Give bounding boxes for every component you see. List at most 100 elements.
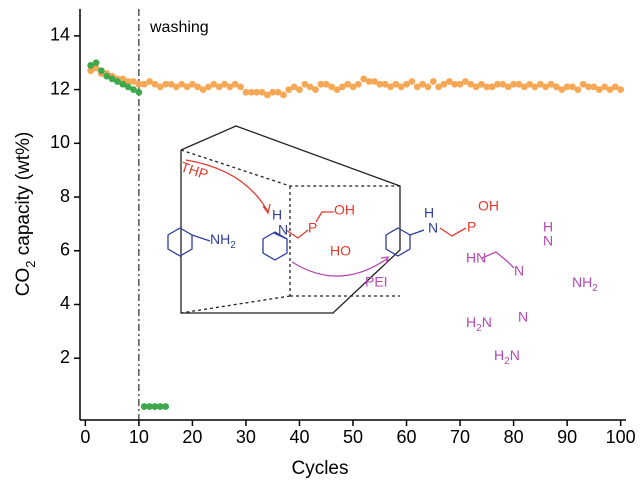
point (92, 59, 100, 67)
y-label-tail: capacity (wt%) (13, 132, 34, 261)
point (408, 78, 416, 85)
label: HN (466, 250, 486, 266)
y-tick-label: 4 (60, 293, 70, 313)
point (210, 80, 218, 88)
point (140, 403, 148, 410)
point (296, 86, 303, 93)
label: H (543, 219, 553, 235)
point (258, 88, 266, 96)
point (617, 86, 625, 93)
arrow (291, 257, 389, 277)
point (221, 80, 228, 88)
bond (409, 229, 425, 236)
point (317, 80, 325, 88)
label: H2N (494, 347, 520, 367)
point (103, 72, 111, 80)
point (472, 83, 480, 91)
inset-scheme (167, 125, 515, 314)
point (515, 80, 523, 88)
point (162, 80, 170, 88)
label-sub: 2 (592, 283, 598, 294)
point (231, 80, 239, 88)
point (189, 80, 196, 88)
point (558, 86, 566, 93)
y-tick-label: 6 (60, 240, 70, 260)
bond (273, 232, 288, 240)
point (429, 78, 437, 85)
point (178, 80, 186, 88)
point (553, 83, 560, 91)
x-tick-label: 80 (504, 427, 524, 447)
point (328, 83, 335, 91)
point (108, 75, 116, 83)
point (488, 83, 496, 91)
point (499, 80, 507, 88)
point (397, 83, 405, 91)
label: OH (478, 198, 499, 214)
point (419, 80, 426, 88)
label: NH2 (210, 231, 236, 251)
point (114, 78, 121, 85)
point (494, 80, 501, 88)
point (301, 80, 309, 88)
x-tick-label: 90 (557, 427, 577, 447)
point (569, 83, 576, 91)
point (483, 83, 491, 91)
x-tick-label: 70 (450, 427, 470, 447)
point (280, 91, 287, 99)
point (269, 88, 277, 96)
point (381, 80, 389, 88)
point (542, 83, 550, 91)
point (435, 83, 443, 91)
point (338, 83, 346, 91)
point (247, 88, 255, 96)
point (146, 78, 153, 85)
label-tail: N (482, 314, 492, 330)
label: N (514, 263, 524, 279)
point (445, 78, 453, 85)
point (194, 83, 202, 91)
y-tick-label: 14 (50, 25, 70, 45)
point (354, 80, 362, 88)
x-tick-label: 10 (129, 427, 149, 447)
reagent: THP (179, 159, 211, 183)
cube-edge (180, 149, 400, 187)
label: HO (330, 243, 351, 259)
arrow-head (262, 203, 271, 215)
point (172, 83, 180, 91)
point (520, 83, 528, 91)
x-tick-label: 50 (343, 427, 363, 447)
point (611, 83, 619, 91)
point (242, 88, 250, 96)
label-main: NH (572, 274, 592, 290)
x-tick-label: 30 (236, 427, 256, 447)
point (387, 83, 394, 91)
label-sub: 2 (230, 240, 236, 251)
bond (191, 234, 211, 242)
cube-edge (180, 295, 291, 314)
point (312, 86, 319, 93)
point (344, 80, 352, 88)
label: H (272, 207, 282, 223)
label-sub: 2 (476, 323, 482, 334)
label: N (278, 222, 288, 238)
label: H2N (466, 314, 492, 334)
y-axis-label: CO2 capacity (wt%) (13, 132, 38, 297)
point (333, 86, 341, 93)
x-tick-label: 0 (80, 427, 90, 447)
point (579, 80, 587, 88)
point (322, 80, 330, 88)
point (440, 80, 448, 88)
label: N (428, 220, 438, 236)
x-tick-label: 100 (606, 427, 636, 447)
point (478, 80, 485, 88)
point (451, 80, 459, 88)
point (162, 403, 170, 410)
point (205, 83, 212, 91)
annotation: washing (149, 19, 209, 36)
point (98, 67, 105, 75)
x-tick-label: 20 (182, 427, 202, 447)
point (392, 80, 400, 88)
label: N (543, 233, 553, 249)
